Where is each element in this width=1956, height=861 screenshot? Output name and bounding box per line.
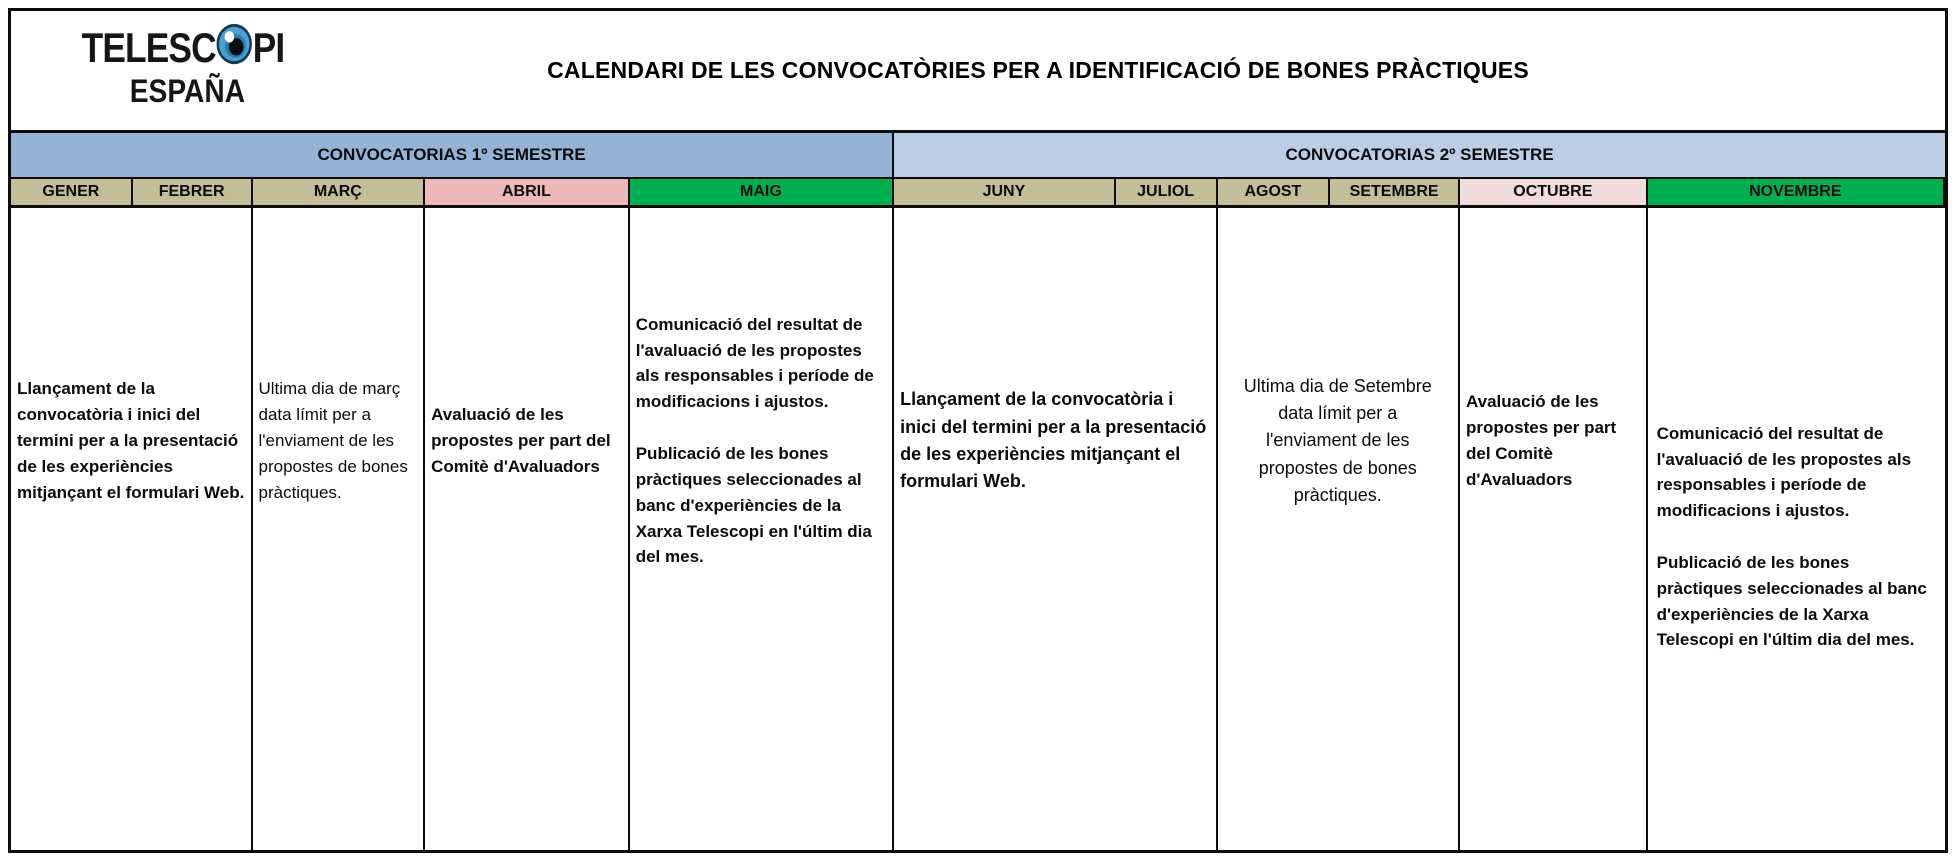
- cell-text: Ultima dia de març data límit per a l'en…: [258, 379, 408, 502]
- calendar-table: CONVOCATORIAS 1º SEMESTRE CONVOCATORIAS …: [11, 133, 1945, 850]
- month-header-gener: GENER: [11, 179, 133, 208]
- cell-text: Avaluació de les propostes per part del …: [1466, 392, 1617, 489]
- body-cell-agost-setembre: Ultima dia de Setembre data límit per a …: [1217, 208, 1460, 850]
- cell-text: Comunicació del resultat de l'avaluació …: [635, 314, 874, 412]
- eye-icon: [216, 19, 253, 77]
- month-header-octubre: OCTUBRE: [1460, 179, 1648, 208]
- cell-text: Ultima dia de Setembre data límit per a …: [1243, 375, 1432, 506]
- header-band: TELESC PI ESPAÑA CALENDARI DE LES CON: [11, 11, 1945, 133]
- calendar-frame: TELESC PI ESPAÑA CALENDARI DE LES CON: [8, 8, 1948, 853]
- month-header-febrer: FEBRER: [132, 179, 253, 208]
- semester-header-1: CONVOCATORIAS 1º SEMESTRE: [11, 133, 895, 179]
- page-title: CALENDARI DE LES CONVOCATÒRIES PER A IDE…: [547, 57, 1529, 83]
- cell-text: Avaluació de les propostes per part del …: [431, 405, 611, 476]
- cell-text: Publicació de les bones pràctiques selec…: [1656, 553, 1927, 650]
- month-header-setembre: SETEMBRE: [1330, 179, 1460, 208]
- cell-text: Llançament de la convocatòria i inici de…: [900, 389, 1207, 492]
- cell-text: Comunicació del resultat de l'avaluació …: [1656, 423, 1912, 521]
- body-cell-marc: Ultima dia de març data límit per a l'en…: [252, 208, 426, 850]
- month-header-marc: MARÇ: [252, 179, 426, 208]
- logo-subtitle: ESPAÑA: [129, 73, 246, 109]
- logo-wordmark: TELESC PI: [74, 19, 292, 77]
- cell-text: Llançament de la convocatòria i inici de…: [17, 379, 245, 502]
- telescopi-logo: TELESC PI ESPAÑA: [53, 19, 313, 110]
- logo-text-left: TELESC: [81, 24, 217, 71]
- month-header-novembre: NOVEMBRE: [1647, 179, 1945, 208]
- semester-header-2: CONVOCATORIAS 2º SEMESTRE: [894, 133, 1945, 179]
- month-header-maig: MAIG: [629, 179, 895, 208]
- body-cell-abril: Avaluació de les propostes per part del …: [425, 208, 630, 850]
- body-cell-novembre: Comunicació del resultat de l'avaluació …: [1647, 208, 1945, 850]
- body-cell-gener-febrer: Llançament de la convocatòria i inici de…: [11, 208, 253, 850]
- month-header-juliol: JULIOL: [1115, 179, 1218, 208]
- month-header-agost: AGOST: [1217, 179, 1331, 208]
- cell-text: Publicació de les bones pràctiques selec…: [635, 444, 872, 567]
- body-cell-maig: Comunicació del resultat de l'avaluació …: [629, 208, 895, 850]
- month-header-juny: JUNY: [894, 179, 1116, 208]
- body-cell-octubre: Avaluació de les propostes per part del …: [1460, 208, 1648, 850]
- body-cell-juny-juliol: Llançament de la convocatòria i inici de…: [894, 208, 1218, 850]
- month-header-abril: ABRIL: [425, 179, 630, 208]
- logo-text-right: PI: [252, 24, 285, 71]
